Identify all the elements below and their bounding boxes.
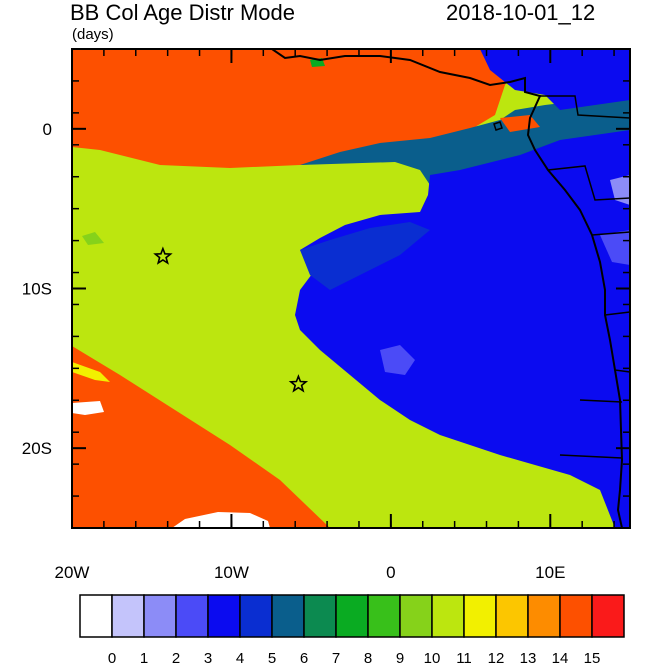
lat-tick-label: 0 (43, 120, 52, 139)
axis-ticks (71, 48, 630, 529)
field-2-3-patch-1 (380, 345, 415, 375)
colorbar-swatch (239, 594, 273, 638)
colorbar-label: 0 (108, 650, 116, 667)
island-bioko (493, 121, 503, 131)
field-0-patch-south (172, 512, 270, 528)
colorbar-label: 6 (300, 650, 308, 667)
colorbar-swatch (143, 594, 177, 638)
colorbar-swatch (559, 594, 593, 638)
markers (153, 246, 309, 393)
colorbar-label: 2 (172, 650, 180, 667)
coastline (271, 49, 630, 528)
field-2-3-patch-2 (600, 230, 630, 265)
colorbar-swatch (271, 594, 305, 638)
colorbar-swatch (591, 594, 625, 638)
star-marker (288, 374, 309, 393)
lon-tick-label: 20W (55, 563, 90, 582)
colorbar-label: 8 (364, 650, 372, 667)
colorbar-swatch (495, 594, 529, 638)
lat-tick-label: 20S (22, 439, 52, 458)
colorbar-label: 11 (456, 650, 472, 667)
colorbar-label: 9 (396, 650, 404, 667)
colorbar-label: 1 (140, 650, 148, 667)
colorbar-swatch (303, 594, 337, 638)
colorbar-swatch (463, 594, 497, 638)
colorbar-label: 7 (332, 650, 340, 667)
colorbar-label: 14 (552, 650, 569, 667)
field-4-5-ne (480, 49, 630, 110)
colorbar-swatch (367, 594, 401, 638)
lon-tick-label: 10W (214, 563, 249, 582)
colorbar-swatch (79, 594, 113, 638)
colorbar-swatch (175, 594, 209, 638)
colorbar: 0 1 2 3 4 5 6 7 8 9 10 11 12 13 14 15 (79, 594, 625, 667)
star-marker (153, 246, 173, 265)
colorbar-label: 4 (236, 650, 244, 667)
colorbar-swatch (431, 594, 465, 638)
colorbar-swatch (335, 594, 369, 638)
colorbar-label: 15 (584, 650, 601, 667)
colorbar-label: 10 (424, 650, 441, 667)
map-title: BB Col Age Distr Mode (70, 0, 295, 25)
borders (540, 95, 630, 459)
colorbar-label: 12 (488, 650, 505, 667)
colorbar-label: 3 (204, 650, 212, 667)
field-5-6-strip (300, 222, 430, 290)
field-12-13-streak (72, 362, 110, 382)
field-14-15-north (72, 49, 630, 168)
field-9-10-speck (82, 232, 104, 245)
lon-tick-label: 10E (535, 563, 565, 582)
colorbar-swatch (527, 594, 561, 638)
field-14-15-south (72, 346, 330, 528)
coastline-africa (271, 49, 624, 528)
colorbar-swatch (207, 594, 241, 638)
colorbar-label: 5 (268, 650, 276, 667)
lon-tick-label: 0 (386, 563, 395, 582)
age-field (72, 49, 630, 528)
units-label: (days) (72, 26, 114, 43)
colorbar-label: 13 (520, 650, 537, 667)
field-1-2-patch (610, 175, 630, 205)
field-0-patch-west (72, 401, 104, 415)
datetime-label: 2018-10-01_12 (446, 0, 596, 25)
lat-tick-label: 10S (22, 280, 52, 299)
axis-labels: 20W 10W 0 10E 0 10S 20S (22, 120, 566, 582)
colorbar-swatch (399, 594, 433, 638)
colorbar-swatch (111, 594, 145, 638)
